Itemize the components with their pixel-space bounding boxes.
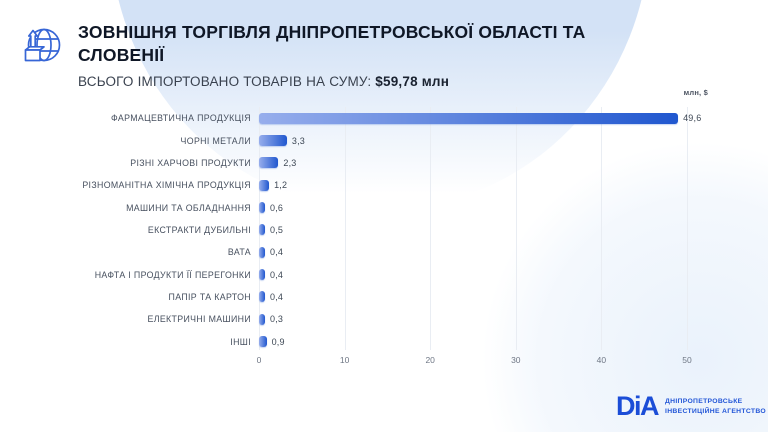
x-tick-label: 50 bbox=[682, 355, 692, 365]
subtitle-prefix: ВСЬОГО ІМПОРТОВАНО ТОВАРІВ НА СУМУ: bbox=[78, 74, 376, 89]
bar bbox=[259, 313, 265, 325]
dia-logo-mark: DiA bbox=[616, 391, 660, 421]
bar-row: НАФТА І ПРОДУКТИ ЇЇ ПЕРЕГОНКИ 0,4 bbox=[0, 263, 768, 285]
bar-value-label: 0,5 bbox=[270, 224, 284, 235]
bar-row: ВАТА 0,4 bbox=[0, 241, 768, 263]
dia-logo-org-line2: ІНВЕСТИЦІЙНЕ АГЕНТСТВО bbox=[665, 407, 766, 415]
bar-row: ЕКСТРАКТИ ДУБИЛЬНІ 0,5 bbox=[0, 219, 768, 241]
bar-category-label: ВАТА bbox=[227, 247, 251, 258]
bar-category-label: МАШИНИ ТА ОБЛАДНАННЯ bbox=[126, 202, 251, 213]
bar bbox=[259, 112, 679, 124]
bar-category-label: НАФТА І ПРОДУКТИ ЇЇ ПЕРЕГОНКИ bbox=[94, 269, 251, 280]
bar-value-label: 0,9 bbox=[271, 336, 285, 347]
x-tick-label: 40 bbox=[596, 355, 607, 365]
bar-row: РІЗНІ ХАРЧОВІ ПРОДУКТИ 2,3 bbox=[0, 152, 768, 174]
bar-category-label: ІНШІ bbox=[230, 336, 251, 347]
bar bbox=[259, 135, 287, 147]
x-tick-label: 10 bbox=[339, 355, 350, 365]
bar-value-label: 3,3 bbox=[291, 135, 306, 146]
bar bbox=[259, 157, 279, 169]
dia-logo-org-line1: ДНІПРОПЕТРОВСЬКЕ bbox=[665, 397, 743, 405]
gridline bbox=[515, 107, 517, 350]
bar-category-label: ЕЛЕКТРИЧНІ МАШИНИ bbox=[147, 314, 251, 325]
bar bbox=[259, 179, 270, 191]
page-title: ЗОВНІШНЯ ТОРГІВЛЯ ДНІПРОПЕТРОВСЬКОЇ ОБЛА… bbox=[78, 22, 586, 66]
bar-row: ФАРМАЦЕВТИЧНА ПРОДУКЦІЯ 49,6 bbox=[0, 107, 768, 129]
bar-value-label: 2,3 bbox=[283, 157, 297, 168]
x-tick-label: 20 bbox=[425, 355, 435, 365]
subtitle: ВСЬОГО ІМПОРТОВАНО ТОВАРІВ НА СУМУ: $59,… bbox=[78, 74, 449, 89]
dia-logo-org-name: ДНІПРОПЕТРОВСЬКЕ ІНВЕСТИЦІЙНЕ АГЕНТСТВО bbox=[665, 397, 766, 416]
bar bbox=[259, 291, 265, 303]
bar bbox=[259, 336, 267, 348]
bar bbox=[259, 269, 265, 281]
bar-row: РІЗНОМАНІТНА ХІМІЧНА ПРОДУКЦІЯ 1,2 bbox=[0, 174, 768, 196]
bar bbox=[259, 202, 265, 214]
bar-category-label: РІЗНІ ХАРЧОВІ ПРОДУКТИ bbox=[130, 157, 251, 168]
bar-row: ЕЛЕКТРИЧНІ МАШИНИ 0,3 bbox=[0, 308, 768, 330]
bar-value-label: 0,4 bbox=[270, 247, 284, 258]
bar-category-label: ЧОРНІ МЕТАЛИ bbox=[180, 135, 251, 146]
bar bbox=[259, 246, 265, 258]
bar-value-label: 0,4 bbox=[270, 269, 284, 280]
axis-unit-label: млн, $ bbox=[683, 88, 708, 97]
bar bbox=[259, 224, 265, 236]
bar-value-label: 0,4 bbox=[270, 291, 284, 302]
bar-chart: ФАРМАЦЕВТИЧНА ПРОДУКЦІЯ 49,6 ЧОРНІ МЕТАЛИ 3… bbox=[0, 107, 768, 382]
bar-category-label: ФАРМАЦЕВТИЧНА ПРОДУКЦІЯ bbox=[111, 113, 251, 124]
bar-category-label: ЕКСТРАКТИ ДУБИЛЬНІ bbox=[147, 224, 251, 235]
gridline bbox=[601, 107, 603, 350]
bar-category-label: ПАПІР ТА КАРТОН bbox=[168, 291, 251, 302]
gridline bbox=[430, 107, 432, 350]
bar-row: МАШИНИ ТА ОБЛАДНАННЯ 0,6 bbox=[0, 196, 768, 218]
gridline bbox=[344, 107, 346, 350]
bar-category-label: РІЗНОМАНІТНА ХІМІЧНА ПРОДУКЦІЯ bbox=[82, 180, 251, 191]
bar-row: ПАПІР ТА КАРТОН 0,4 bbox=[0, 286, 768, 308]
bar-row: ЧОРНІ МЕТАЛИ 3,3 bbox=[0, 129, 768, 151]
bar-value-label: 0,3 bbox=[270, 314, 284, 325]
bar-value-label: 0,6 bbox=[270, 202, 284, 213]
bar-row: ІНШІ 0,9 bbox=[0, 331, 768, 353]
globe-import-icon bbox=[24, 28, 61, 62]
bar-value-label: 1,2 bbox=[274, 180, 288, 191]
subtitle-total-value: $59,78 млн bbox=[375, 74, 450, 89]
bar-value-label: 49,6 bbox=[683, 113, 702, 124]
x-tick-label: 30 bbox=[511, 355, 521, 365]
dia-logo: DiA ДНІПРОПЕТРОВСЬКЕ ІНВЕСТИЦІЙНЕ АГЕНТС… bbox=[616, 393, 766, 420]
x-tick-label: 0 bbox=[256, 355, 262, 365]
gridline bbox=[687, 107, 688, 350]
